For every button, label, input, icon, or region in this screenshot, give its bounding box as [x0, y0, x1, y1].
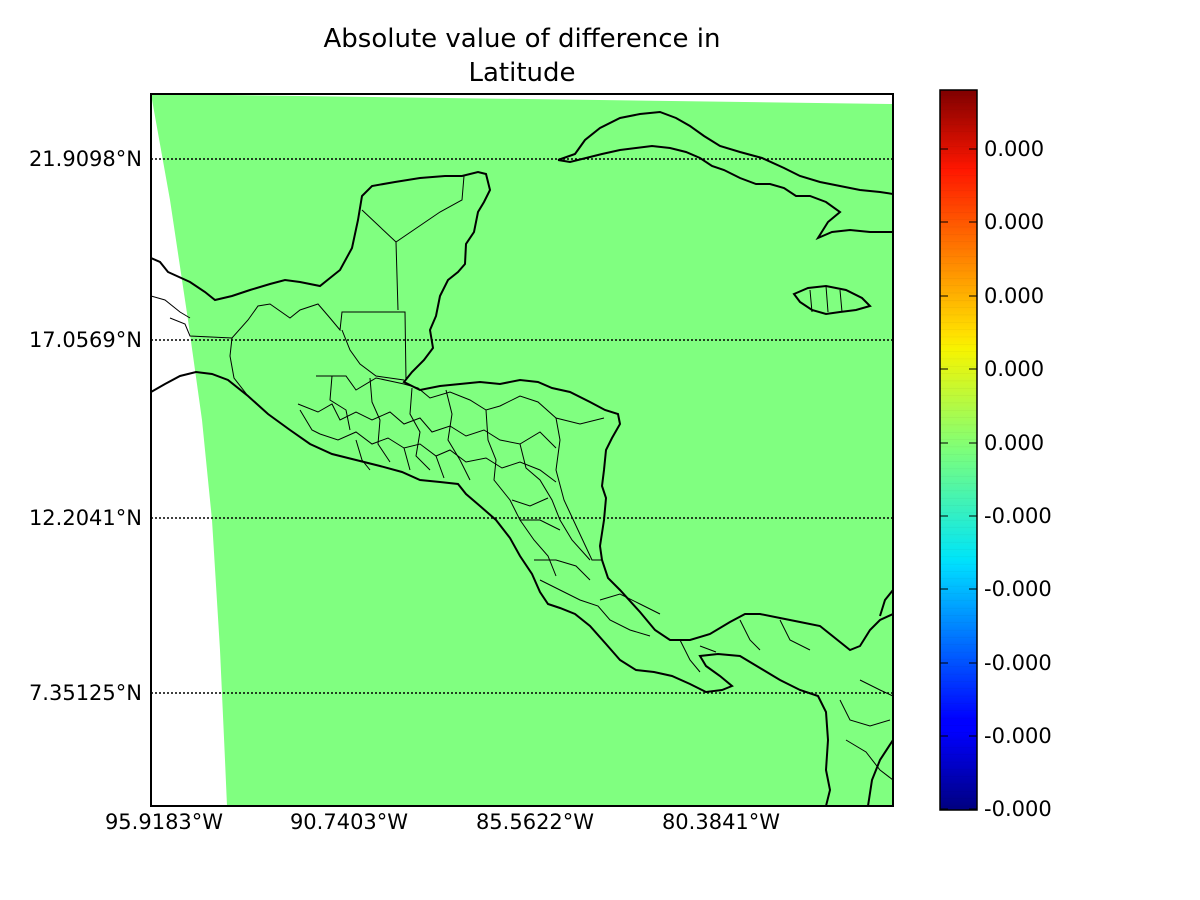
colorbar — [939, 89, 978, 811]
colorbar-label-3: 0.000 — [984, 284, 1045, 308]
colorbar-label-5: 0.000 — [984, 431, 1045, 455]
admin-boundaries — [151, 175, 893, 781]
lon-label-4: 80.3841°W — [661, 810, 781, 834]
colorbar-label-1: 0.000 — [984, 137, 1045, 161]
coastline-pacific — [151, 370, 832, 806]
map-area — [151, 94, 893, 806]
colorbar-label-7: -0.000 — [984, 577, 1052, 601]
lat-label-1: 21.9098°N — [28, 147, 142, 171]
map-frame — [150, 93, 894, 807]
colorbar-label-4: 0.000 — [984, 357, 1045, 381]
colorbar-label-10: -0.000 — [984, 797, 1052, 821]
lon-label-3: 85.5622°W — [475, 810, 595, 834]
colorbar-label-2: 0.000 — [984, 210, 1045, 234]
coastline-colombia — [867, 589, 893, 806]
lat-label-4: 7.35125°N — [28, 681, 142, 705]
colorbar-frame — [939, 89, 978, 811]
chart-title: Absolute value of difference in Latitude — [222, 22, 822, 90]
colorbar-label-8: -0.000 — [984, 651, 1052, 675]
chart-title-line-1: Absolute value of difference in — [323, 24, 721, 54]
coastline-jamaica — [792, 284, 872, 316]
colorbar-ticks — [940, 148, 977, 810]
lat-label-3: 12.2041°N — [28, 506, 142, 530]
colorbar-label-9: -0.000 — [984, 724, 1052, 748]
lat-label-2: 17.0569°N — [28, 328, 142, 352]
coastline-cuba — [557, 110, 893, 241]
lon-label-2: 90.7403°W — [289, 810, 409, 834]
colorbar-label-6: -0.000 — [984, 504, 1052, 528]
lon-label-1: 95.9183°W — [104, 810, 224, 834]
chart-title-line-2: Latitude — [468, 58, 576, 88]
